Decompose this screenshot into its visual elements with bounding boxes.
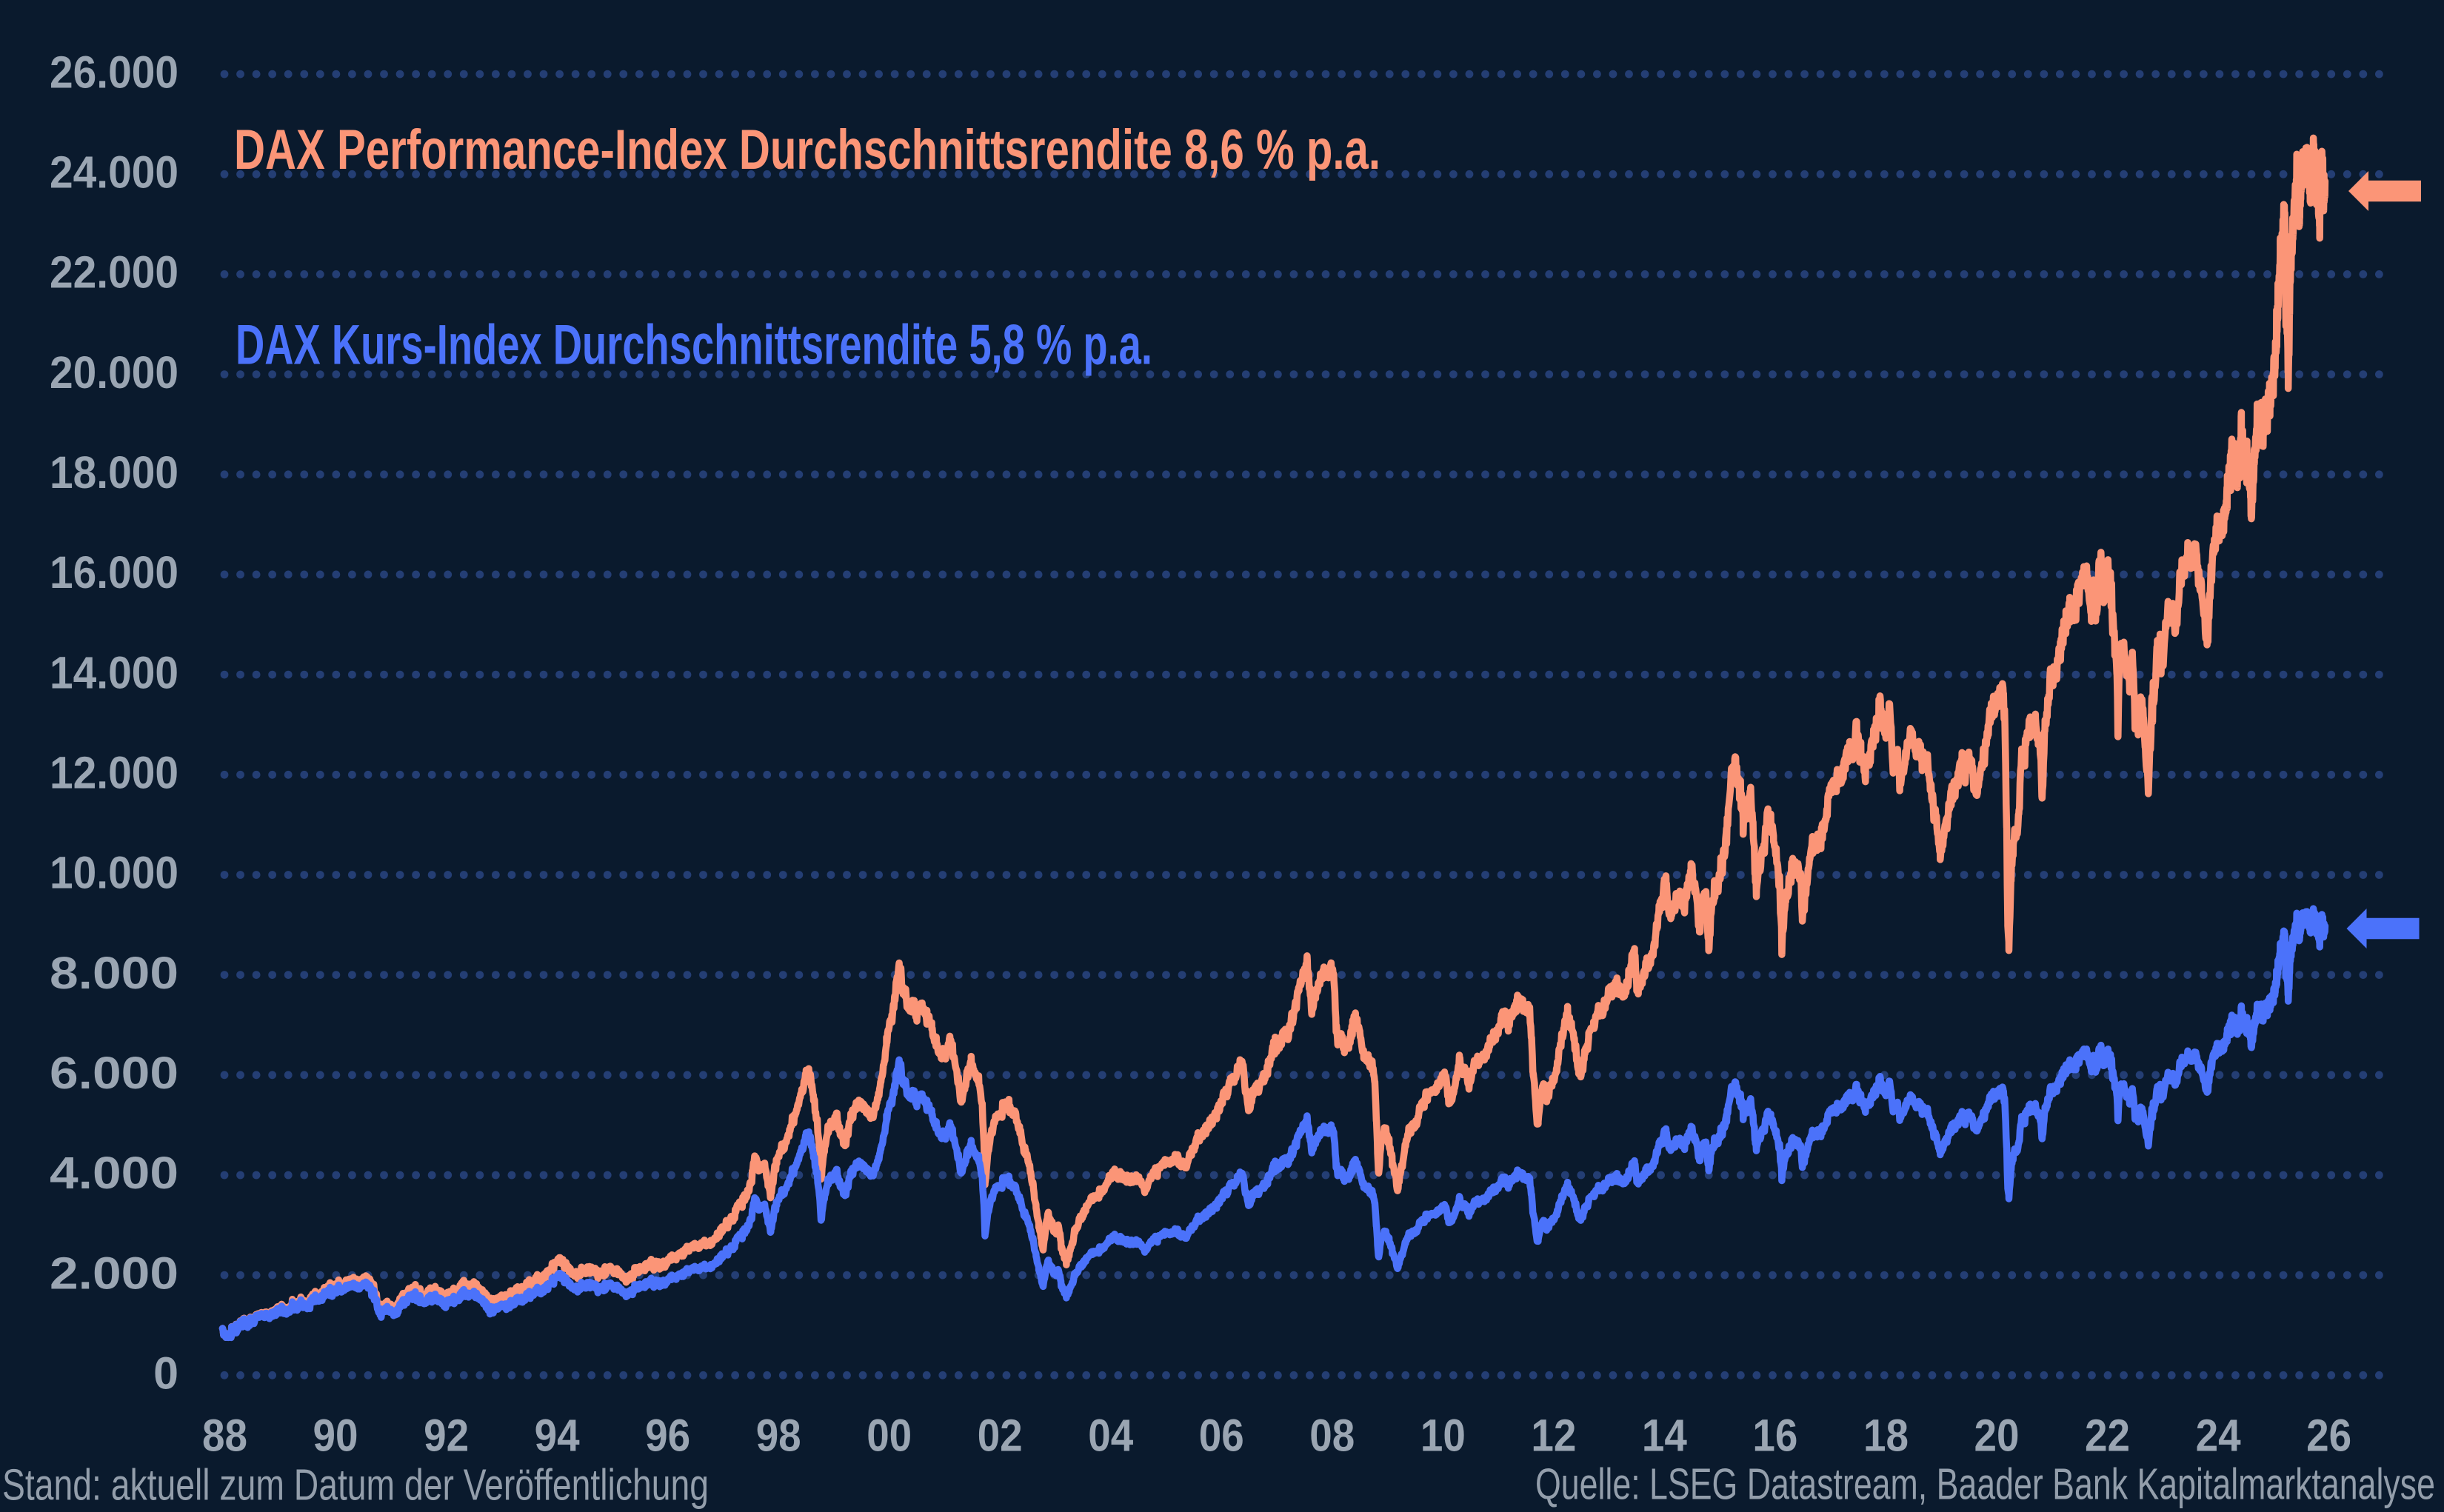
svg-text:08: 08 [1309,1411,1355,1461]
svg-text:06: 06 [1199,1411,1244,1461]
svg-text:96: 96 [645,1411,690,1461]
svg-text:94: 94 [535,1411,580,1461]
svg-text:92: 92 [424,1411,469,1461]
svg-text:DAX Kurs-Index Durchschnittsre: DAX Kurs-Index Durchschnittsrendite 5,8 … [236,314,1152,377]
svg-text:Stand: aktuell zum Datum der V: Stand: aktuell zum Datum der Veröffentli… [2,1461,709,1510]
svg-text:4.000: 4.000 [50,1148,178,1198]
svg-text:00: 00 [867,1411,912,1461]
svg-text:12: 12 [1531,1411,1576,1461]
svg-text:16: 16 [1752,1411,1797,1461]
svg-text:18.000: 18.000 [50,447,178,498]
svg-text:16.000: 16.000 [50,547,178,598]
svg-text:90: 90 [313,1411,358,1461]
svg-text:10: 10 [1420,1411,1466,1461]
svg-text:24.000: 24.000 [50,147,178,198]
svg-text:6.000: 6.000 [50,1048,178,1098]
svg-text:22.000: 22.000 [50,247,178,298]
svg-text:14: 14 [1642,1411,1687,1461]
svg-text:04: 04 [1088,1411,1133,1461]
svg-text:24: 24 [2196,1411,2241,1461]
svg-text:88: 88 [202,1411,247,1461]
svg-text:20.000: 20.000 [50,347,178,398]
svg-text:2.000: 2.000 [50,1248,178,1298]
svg-text:98: 98 [756,1411,801,1461]
svg-text:12.000: 12.000 [50,748,178,798]
svg-text:DAX Performance-Index Durchsch: DAX Performance-Index Durchschnittsrendi… [234,118,1380,181]
svg-text:Quelle: LSEG Datastream, Baade: Quelle: LSEG Datastream, Baader Bank Kap… [1535,1460,2435,1509]
svg-text:20: 20 [1974,1411,2020,1461]
svg-text:0: 0 [153,1348,178,1399]
svg-text:22: 22 [2085,1411,2130,1461]
svg-text:26: 26 [2306,1411,2351,1461]
svg-text:10.000: 10.000 [50,848,178,898]
svg-text:14.000: 14.000 [50,647,178,698]
svg-text:18: 18 [1863,1411,1909,1461]
svg-text:26.000: 26.000 [50,47,178,97]
svg-text:8.000: 8.000 [50,948,178,998]
svg-text:02: 02 [978,1411,1023,1461]
